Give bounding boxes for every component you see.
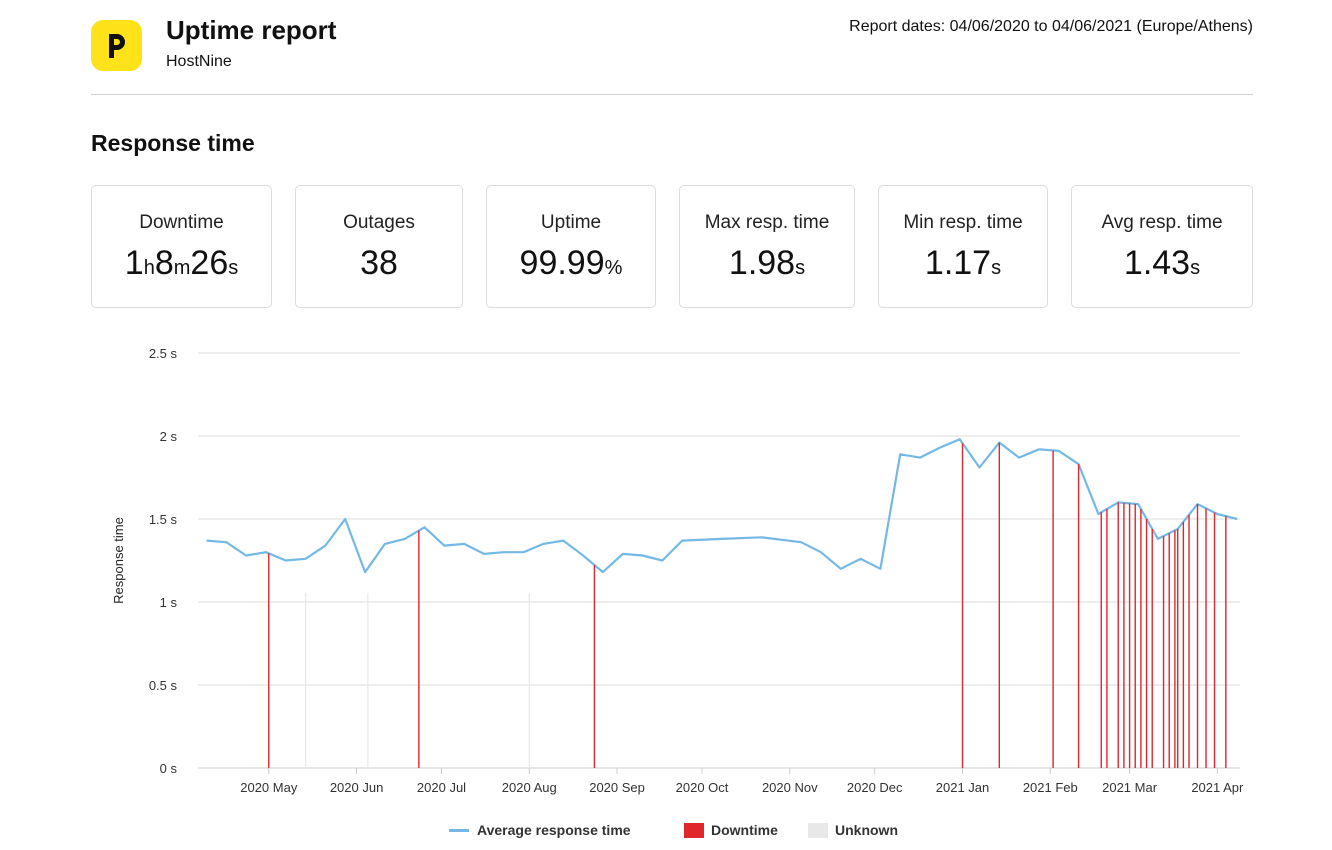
x-tick-label: 2021 Feb <box>1023 780 1078 795</box>
stat-number: 1 <box>124 244 144 282</box>
site-name: HostNine <box>166 53 232 70</box>
legend-line-swatch <box>449 828 469 832</box>
x-tick-label: 2020 Aug <box>502 780 557 795</box>
legend-label: Unknown <box>835 822 898 838</box>
x-tick-label: 2021 Mar <box>1102 780 1158 795</box>
report-dates: Report dates: 04/06/2020 to 04/06/2021 (… <box>849 18 1253 35</box>
legend-label: Downtime <box>711 822 778 838</box>
chart-legend: Average response time Downtime Unknown <box>0 822 1332 842</box>
stat-number: 26 <box>190 244 229 282</box>
stat-label: Outages <box>343 212 415 233</box>
x-tick-label: 2021 Apr <box>1191 780 1244 795</box>
stat-card-avg-resp: Avg resp. time 1.43s <box>1071 185 1253 308</box>
legend-label: Average response time <box>477 822 631 838</box>
legend-downtime-swatch <box>684 822 704 838</box>
stat-value: 1.43s <box>1072 244 1252 283</box>
legend-item-downtime[interactable]: Downtime <box>684 822 778 838</box>
y-tick-label: 0 s <box>160 761 178 776</box>
y-tick-label: 1.5 s <box>149 512 178 527</box>
x-tick-label: 2020 Dec <box>847 780 903 795</box>
x-tick-label: 2020 Sep <box>589 780 645 795</box>
legend-item-unknown[interactable]: Unknown <box>808 822 898 838</box>
stat-card-min-resp: Min resp. time 1.17s <box>878 185 1048 308</box>
stat-unit: h <box>143 257 155 279</box>
x-tick-label: 2021 Jan <box>936 780 990 795</box>
stat-unit: % <box>604 257 623 279</box>
stat-unit: s <box>991 257 1002 279</box>
stat-label: Avg resp. time <box>1101 212 1223 233</box>
stat-unit: s <box>228 257 239 279</box>
stat-label: Uptime <box>540 212 602 233</box>
stat-number: 8 <box>154 244 174 282</box>
y-tick-label: 1 s <box>160 595 178 610</box>
stat-value: 1.98s <box>680 244 854 283</box>
logo <box>91 20 142 71</box>
stat-number: 99.99 <box>519 244 605 282</box>
stat-label: Min resp. time <box>903 212 1023 233</box>
y-axis-label: Response time <box>111 517 126 604</box>
stat-number: 1.98 <box>728 244 796 282</box>
stat-card-uptime: Uptime 99.99% <box>486 185 656 308</box>
page-title: Uptime report <box>166 15 337 45</box>
p-logo-icon <box>108 33 125 58</box>
stat-number: 38 <box>360 244 398 282</box>
section-title: Response time <box>91 130 255 156</box>
header-divider <box>91 94 1253 95</box>
y-tick-label: 2 s <box>160 429 178 444</box>
stat-card-downtime: Downtime 1h8m26s <box>91 185 272 308</box>
stat-number: 1.43 <box>1123 244 1191 282</box>
x-tick-label: 2020 Oct <box>676 780 729 795</box>
stat-number: 1.17 <box>924 244 992 282</box>
response-time-chart: 0 s 0.5 s 1 s 1.5 s 2 s 2.5 s Response time 202… <box>111 346 1244 795</box>
stat-unit: s <box>795 257 806 279</box>
stat-value: 1h8m26s <box>92 244 271 283</box>
legend-unknown-swatch <box>808 822 828 838</box>
stat-card-max-resp: Max resp. time 1.98s <box>679 185 855 308</box>
x-tick-label: 2020 Jul <box>417 780 466 795</box>
stat-value: 1.17s <box>879 244 1047 283</box>
stat-value: 99.99% <box>487 244 655 283</box>
stat-card-outages: Outages 38 <box>295 185 463 308</box>
stat-label: Max resp. time <box>704 212 830 233</box>
stat-unit: m <box>173 257 191 279</box>
stat-value: 38 <box>296 244 462 283</box>
average-response-line <box>206 438 1238 574</box>
stat-label: Downtime <box>139 212 224 233</box>
y-tick-label: 0.5 s <box>149 678 178 693</box>
x-tick-label: 2020 Jun <box>330 780 384 795</box>
stat-unit: s <box>1190 257 1201 279</box>
x-tick-label: 2020 Nov <box>762 780 818 795</box>
x-tick-label: 2020 May <box>240 780 298 795</box>
legend-item-average[interactable]: Average response time <box>449 822 631 838</box>
y-tick-label: 2.5 s <box>149 346 178 361</box>
